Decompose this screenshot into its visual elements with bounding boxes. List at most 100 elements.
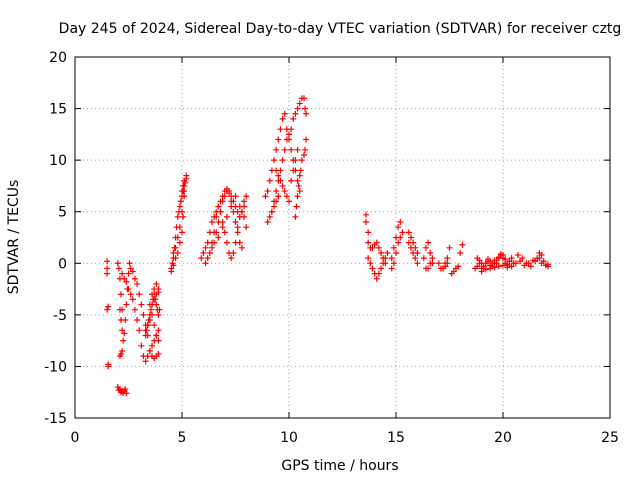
data-point bbox=[176, 224, 183, 231]
data-point bbox=[273, 167, 280, 174]
data-point bbox=[155, 289, 162, 296]
data-point bbox=[151, 291, 158, 298]
data-point bbox=[149, 301, 156, 308]
data-point bbox=[277, 177, 284, 184]
data-point bbox=[405, 229, 412, 236]
data-point bbox=[217, 208, 224, 215]
data-point bbox=[179, 229, 185, 236]
data-point bbox=[211, 239, 218, 246]
data-point bbox=[179, 193, 185, 200]
data-point bbox=[127, 291, 134, 298]
data-point bbox=[444, 260, 451, 267]
data-point bbox=[519, 255, 526, 262]
data-point bbox=[273, 188, 280, 195]
data-point bbox=[123, 390, 130, 397]
data-point bbox=[169, 260, 176, 267]
data-point bbox=[155, 311, 162, 318]
data-point bbox=[238, 208, 245, 215]
y-tick-labels: -15 -10 -5 0 5 10 15 20 bbox=[44, 50, 67, 427]
x-tick-label: 10 bbox=[280, 430, 298, 446]
data-point bbox=[393, 249, 399, 256]
data-point bbox=[506, 258, 513, 265]
data-point bbox=[275, 136, 282, 143]
data-point bbox=[422, 244, 429, 251]
data-point bbox=[208, 219, 215, 226]
data-point bbox=[482, 260, 489, 267]
data-point bbox=[262, 193, 269, 200]
data-point bbox=[104, 270, 111, 277]
data-point bbox=[153, 332, 160, 339]
data-point bbox=[202, 260, 209, 267]
data-point bbox=[388, 255, 395, 262]
data-point bbox=[293, 203, 300, 210]
data-point bbox=[104, 306, 111, 313]
data-point bbox=[414, 260, 421, 267]
data-point bbox=[303, 110, 310, 117]
data-point bbox=[407, 244, 414, 251]
data-point bbox=[512, 260, 519, 267]
x-tick-label: 20 bbox=[494, 430, 512, 446]
data-point bbox=[126, 260, 133, 267]
data-point bbox=[527, 263, 534, 270]
data-point bbox=[457, 249, 464, 256]
data-point bbox=[226, 188, 233, 195]
data-point bbox=[147, 306, 154, 313]
data-point bbox=[365, 255, 372, 262]
data-point bbox=[236, 239, 243, 246]
data-point bbox=[295, 182, 302, 189]
data-point bbox=[120, 337, 127, 344]
x-tick-label: 0 bbox=[71, 430, 80, 446]
data-point bbox=[114, 260, 121, 267]
axis-ticks bbox=[74, 56, 611, 419]
data-point bbox=[181, 182, 188, 189]
data-point bbox=[215, 203, 222, 210]
data-point bbox=[174, 213, 181, 220]
data-point bbox=[302, 105, 309, 112]
chart-title: Day 245 of 2024, Sidereal Day-to-day VTE… bbox=[59, 21, 622, 37]
data-point bbox=[215, 234, 222, 241]
data-point bbox=[514, 252, 521, 259]
data-point bbox=[281, 146, 288, 153]
data-point bbox=[288, 126, 295, 133]
data-point bbox=[375, 244, 382, 251]
data-point bbox=[118, 351, 125, 358]
data-point bbox=[500, 252, 506, 259]
data-point bbox=[174, 234, 181, 241]
data-point bbox=[204, 255, 211, 262]
data-point bbox=[243, 193, 250, 200]
data-point bbox=[213, 213, 220, 220]
data-point bbox=[170, 249, 177, 256]
data-point bbox=[373, 275, 380, 282]
data-point bbox=[390, 260, 397, 267]
data-point bbox=[375, 270, 382, 277]
data-point bbox=[395, 239, 402, 246]
data-point bbox=[283, 193, 290, 200]
data-point bbox=[213, 229, 220, 236]
data-point bbox=[136, 327, 143, 334]
data-point bbox=[202, 244, 209, 251]
data-point bbox=[131, 275, 138, 282]
y-axis-label: SDTVAR / TECUs bbox=[6, 180, 22, 295]
data-point bbox=[294, 146, 301, 153]
data-point bbox=[121, 275, 128, 282]
data-point bbox=[455, 263, 462, 270]
data-point bbox=[476, 257, 483, 264]
data-point bbox=[142, 332, 149, 339]
data-point bbox=[300, 95, 307, 102]
data-point bbox=[279, 157, 286, 164]
data-point bbox=[487, 265, 494, 272]
data-point bbox=[292, 157, 299, 164]
data-point bbox=[123, 278, 130, 285]
data-point bbox=[427, 249, 434, 256]
data-point bbox=[208, 244, 215, 251]
data-point bbox=[230, 198, 237, 205]
x-tick-label: 5 bbox=[178, 430, 187, 446]
data-point bbox=[119, 270, 126, 277]
data-point bbox=[125, 286, 132, 293]
data-point bbox=[125, 270, 132, 277]
data-point bbox=[142, 358, 149, 365]
data-point bbox=[232, 219, 239, 226]
data-point bbox=[429, 255, 436, 262]
data-point bbox=[241, 213, 248, 220]
